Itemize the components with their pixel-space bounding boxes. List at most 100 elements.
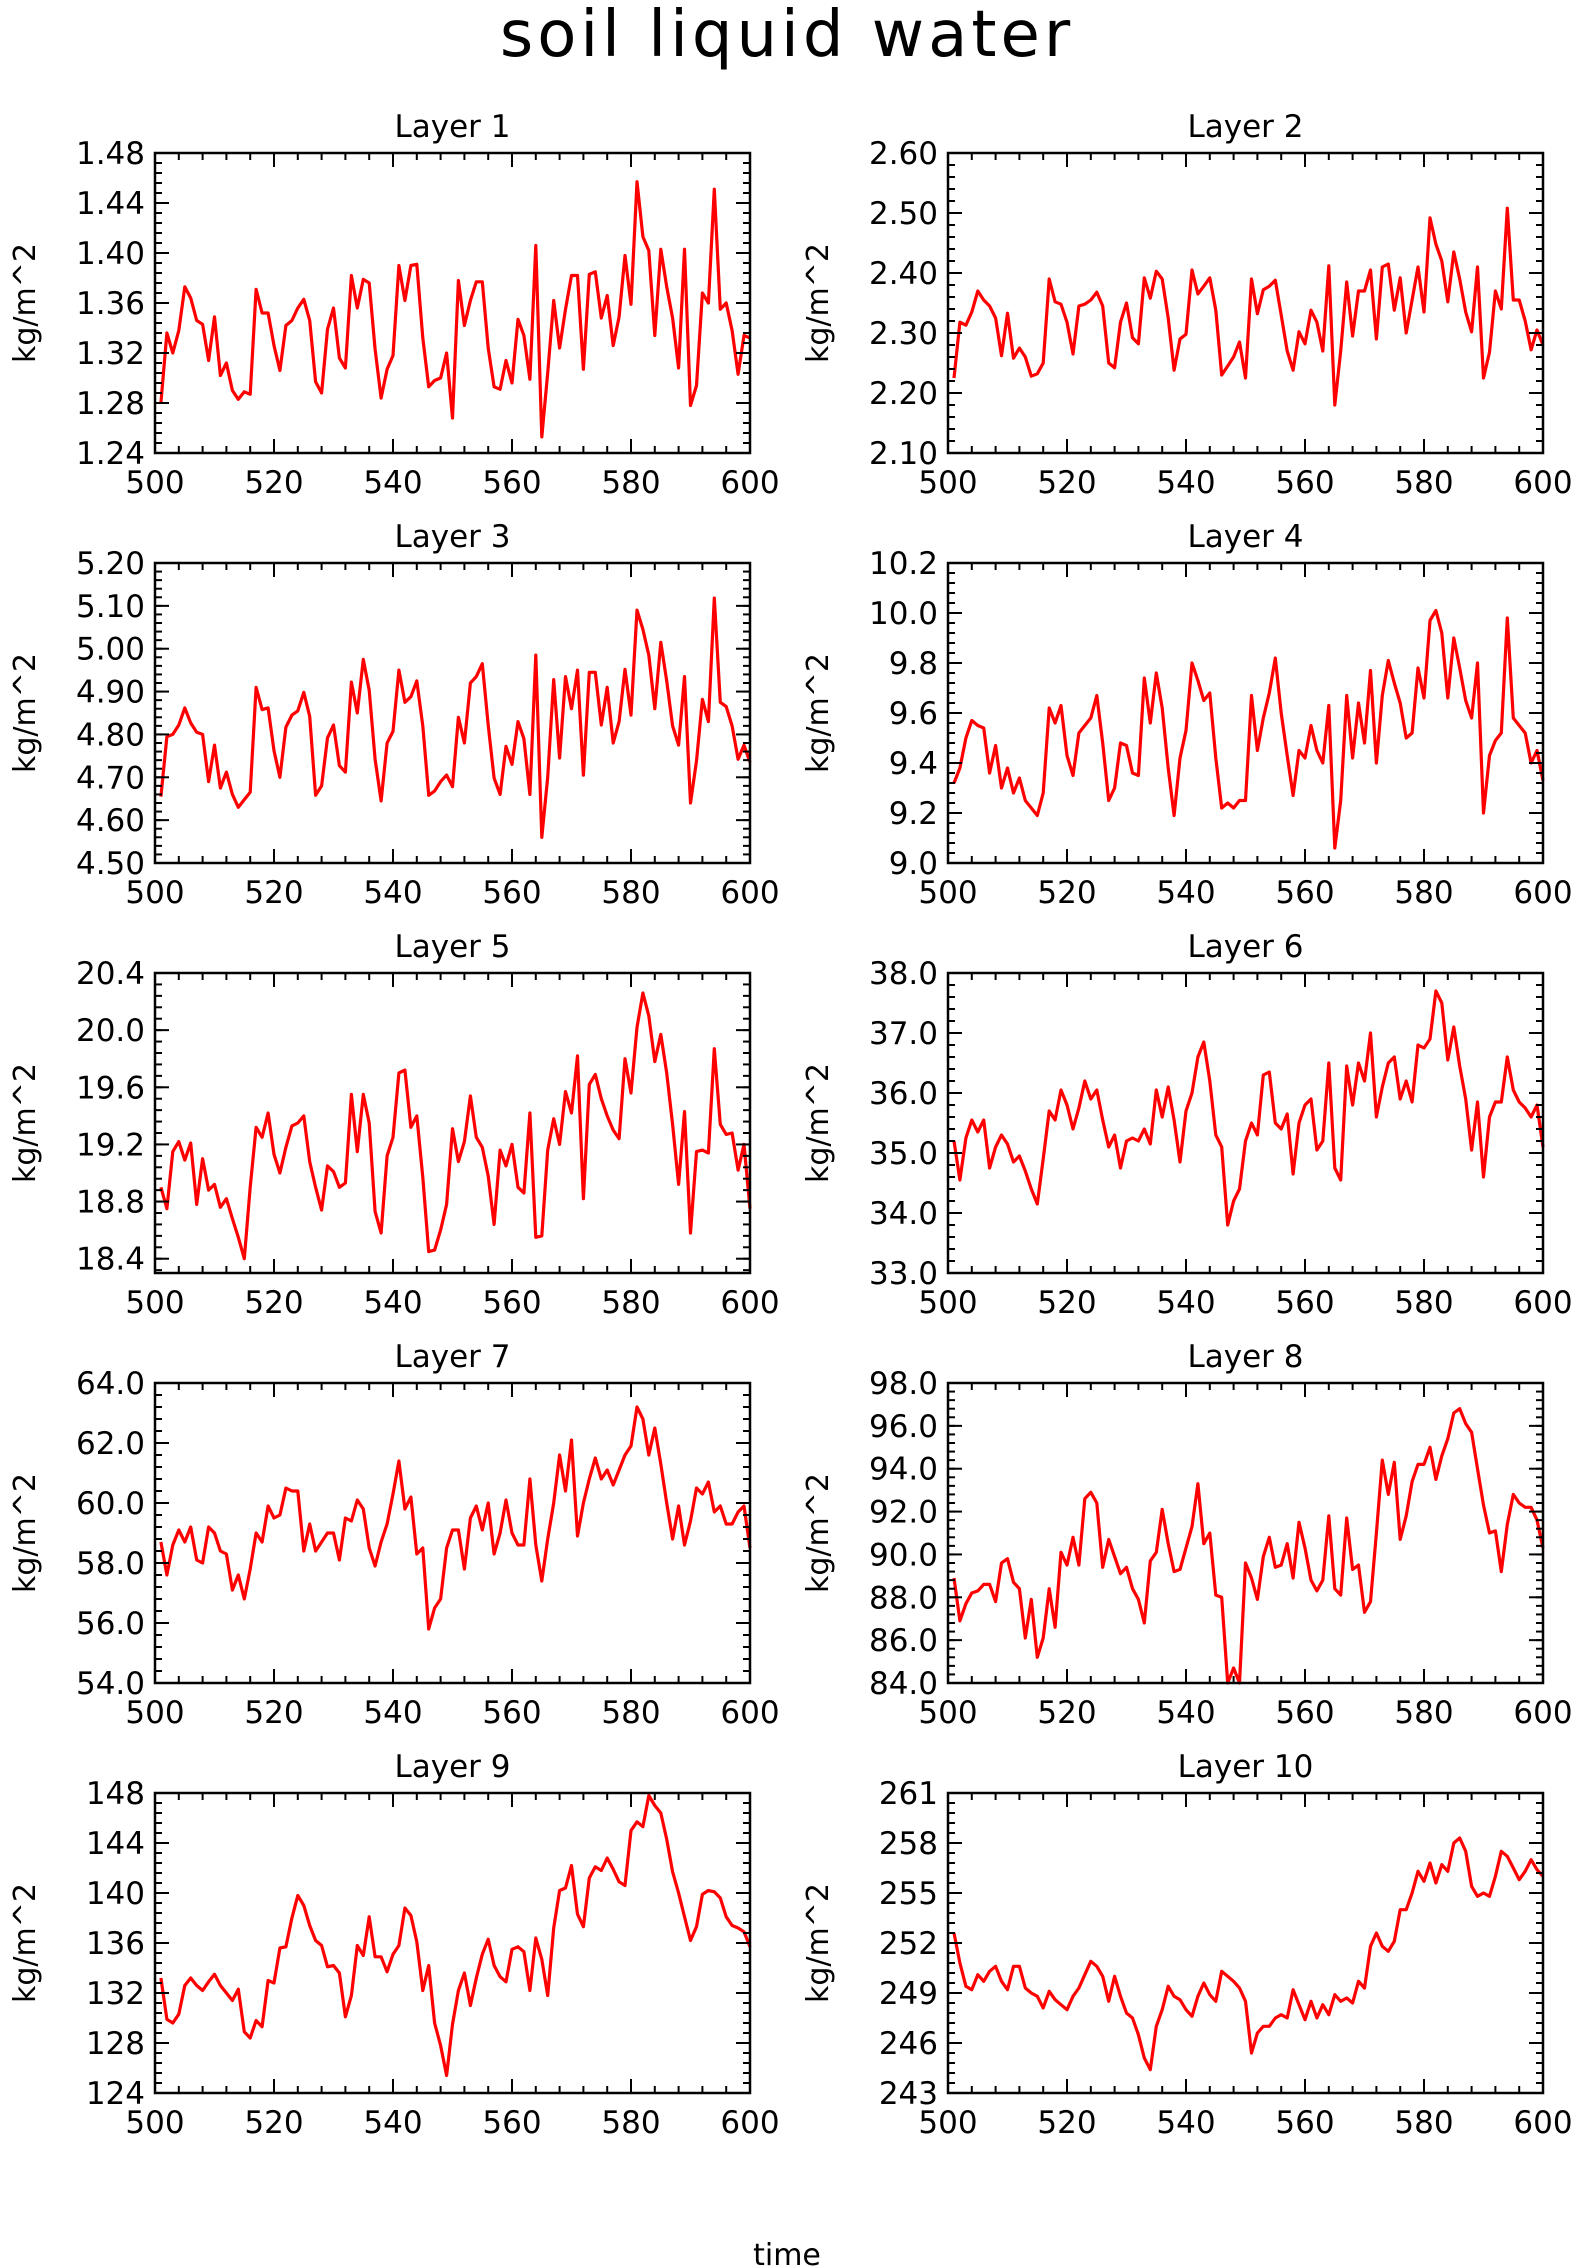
y-tick-label: 148 (86, 1776, 145, 1812)
plot-frame (153, 971, 752, 1275)
figure-title: soil liquid water (499, 0, 1075, 72)
x-tick-label: 540 (363, 875, 422, 911)
x-tick-label: 540 (363, 1695, 422, 1731)
x-tick-label: 580 (601, 1695, 660, 1731)
y-tick-label: 94.0 (869, 1452, 938, 1488)
y-tick-label: 54.0 (76, 1666, 145, 1702)
x-tick-label: 600 (720, 1695, 779, 1731)
x-tick-label: 520 (244, 2105, 303, 2141)
y-tick-label: 2.50 (869, 196, 938, 232)
y-tick-label: 261 (879, 1776, 938, 1812)
y-tick-label: 9.2 (889, 796, 938, 832)
y-axis-label: kg/m^2 (8, 653, 43, 773)
y-tick-label: 96.0 (869, 1409, 938, 1445)
x-tick-label: 500 (918, 1285, 977, 1321)
y-tick-label: 255 (879, 1876, 938, 1912)
y-tick-label: 90.0 (869, 1537, 938, 1573)
x-tick-label: 500 (125, 1285, 184, 1321)
plot-frame (946, 1791, 1545, 2095)
y-tick-label: 4.50 (76, 846, 145, 882)
x-tick-label: 560 (1275, 1695, 1334, 1731)
y-tick-label: 88.0 (869, 1580, 938, 1616)
x-tick-label: 560 (482, 465, 541, 501)
y-axis-label: kg/m^2 (8, 1883, 43, 2003)
x-tick-label: 540 (1156, 1695, 1215, 1731)
y-tick-label: 9.0 (889, 846, 938, 882)
y-tick-label: 1.32 (76, 336, 145, 372)
y-axis-label: kg/m^2 (801, 1883, 836, 2003)
y-tick-label: 36.0 (869, 1076, 938, 1112)
series-line (159, 180, 751, 439)
y-tick-label: 18.8 (76, 1185, 145, 1221)
x-tick-label: 520 (244, 1695, 303, 1731)
y-tick-label: 84.0 (869, 1666, 938, 1702)
plot-frame (946, 561, 1545, 865)
x-tick-label: 520 (1037, 875, 1096, 911)
y-tick-label: 9.8 (889, 646, 938, 682)
chart-panel-6: Layer 6 500 520 540 560 580 600 33.0 34.0 35.0 36.… (801, 929, 1573, 1321)
figure-xlabel: time (753, 2238, 821, 2266)
x-tick-label: 500 (918, 875, 977, 911)
x-tick-label: 540 (363, 2105, 422, 2141)
x-tick-label: 600 (1513, 465, 1572, 501)
x-tick-label: 500 (918, 465, 977, 501)
panel-title: Layer 2 (1187, 109, 1303, 145)
y-tick-label: 1.28 (76, 386, 145, 422)
plot-frame (153, 561, 752, 865)
x-tick-label: 520 (1037, 465, 1096, 501)
y-tick-label: 58.0 (76, 1546, 145, 1582)
x-tick-label: 580 (601, 875, 660, 911)
panel-title: Layer 10 (1178, 1749, 1314, 1785)
y-tick-label: 19.2 (76, 1127, 145, 1163)
x-tick-label: 600 (1513, 1695, 1572, 1731)
y-tick-label: 9.6 (889, 696, 938, 732)
y-tick-label: 56.0 (76, 1606, 145, 1642)
y-tick-label: 19.6 (76, 1070, 145, 1106)
x-tick-label: 520 (244, 465, 303, 501)
chart-panel-9: Layer 9 500 520 540 560 580 600 124 128 132 136 140… (8, 1749, 780, 2141)
plot-frame (153, 1381, 752, 1685)
y-tick-label: 1.24 (76, 436, 145, 472)
y-tick-label: 98.0 (869, 1366, 938, 1402)
y-tick-label: 2.40 (869, 256, 938, 292)
panel-title: Layer 6 (1187, 929, 1303, 965)
y-tick-label: 1.40 (76, 236, 145, 272)
chart-panel-10: Layer 10 500 520 540 560 580 600 243 246 249 252 25… (801, 1749, 1573, 2141)
y-tick-label: 258 (879, 1826, 938, 1862)
plot-frame (946, 1381, 1545, 1685)
x-tick-label: 580 (1394, 1285, 1453, 1321)
x-tick-label: 560 (1275, 2105, 1334, 2141)
y-axis-label: kg/m^2 (8, 1473, 43, 1593)
x-tick-label: 520 (1037, 2105, 1096, 2141)
y-tick-label: 5.00 (76, 632, 145, 668)
x-tick-label: 580 (1394, 2105, 1453, 2141)
x-tick-label: 540 (1156, 2105, 1215, 2141)
x-tick-label: 600 (720, 465, 779, 501)
x-tick-label: 600 (720, 875, 779, 911)
y-tick-label: 9.4 (889, 746, 938, 782)
panel-title: Layer 7 (394, 1339, 510, 1375)
x-tick-label: 520 (244, 875, 303, 911)
y-tick-label: 249 (879, 1976, 938, 2012)
y-tick-label: 20.0 (76, 1013, 145, 1049)
x-tick-label: 560 (482, 1285, 541, 1321)
x-tick-label: 540 (363, 465, 422, 501)
y-tick-label: 5.10 (76, 589, 145, 625)
x-tick-label: 600 (720, 1285, 779, 1321)
y-tick-label: 2.20 (869, 376, 938, 412)
x-tick-label: 500 (125, 2105, 184, 2141)
y-tick-label: 38.0 (869, 956, 938, 992)
y-tick-label: 124 (86, 2076, 145, 2112)
x-tick-label: 500 (125, 465, 184, 501)
x-tick-label: 600 (720, 2105, 779, 2141)
panel-title: Layer 5 (394, 929, 510, 965)
panel-title: Layer 4 (1187, 519, 1303, 555)
x-tick-label: 520 (1037, 1285, 1096, 1321)
y-tick-label: 140 (86, 1876, 145, 1912)
y-tick-label: 4.70 (76, 760, 145, 796)
y-tick-label: 4.90 (76, 675, 145, 711)
y-tick-label: 2.60 (869, 136, 938, 172)
x-tick-label: 600 (1513, 2105, 1572, 2141)
y-tick-label: 4.80 (76, 717, 145, 753)
y-tick-label: 37.0 (869, 1016, 938, 1052)
